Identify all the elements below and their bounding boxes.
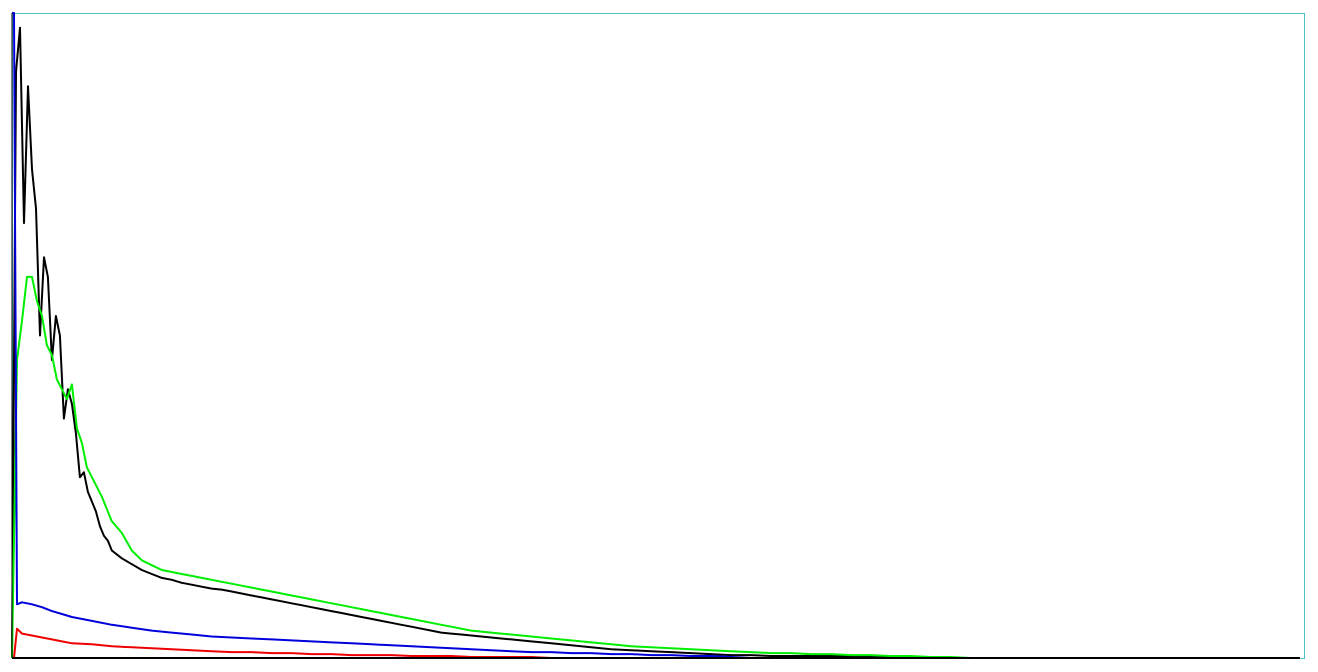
series-layer bbox=[11, 12, 986, 659]
chart-frame bbox=[12, 13, 1305, 659]
series-line-2 bbox=[12, 12, 751, 659]
series-line-1 bbox=[11, 275, 986, 659]
series-line-3 bbox=[12, 627, 562, 659]
